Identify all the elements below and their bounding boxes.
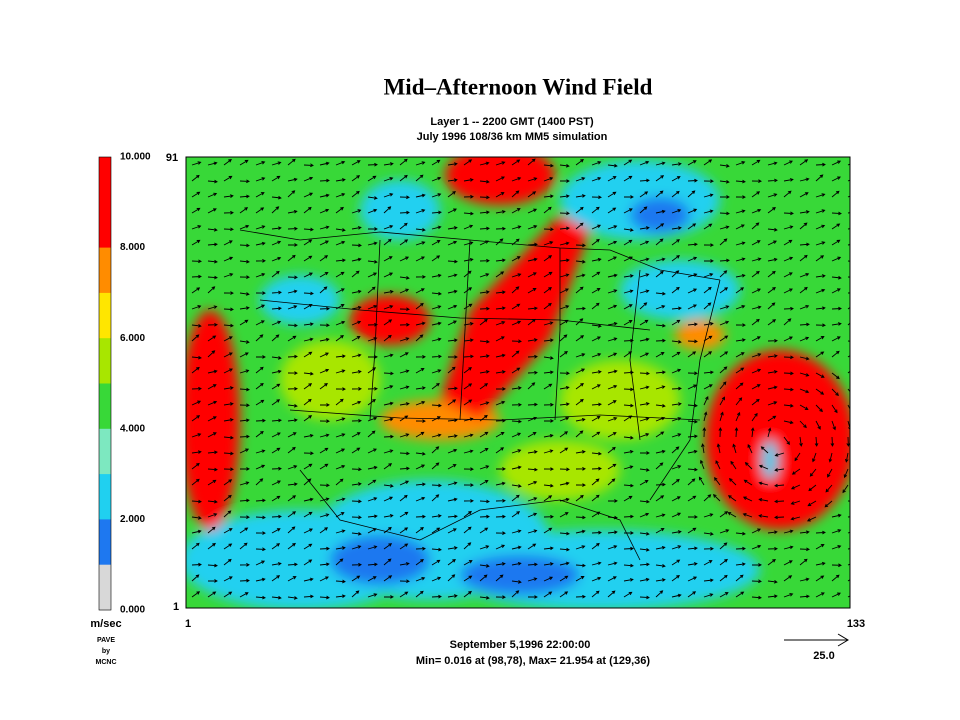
subtitle: Layer 1 -- 2200 GMT (1400 PST): [430, 116, 594, 128]
colorbar-segment: [99, 428, 111, 475]
subtitle: July 1996 108/36 km MM5 simulation: [417, 131, 608, 143]
title: Mid–Afternoon Wind Field: [384, 74, 653, 99]
credit: PAVE: [97, 637, 115, 644]
colorbar-label: 4.000: [120, 423, 145, 434]
y-axis-label: 91: [166, 152, 178, 164]
colorbar: 10.000 8.000 6.000 4.000 2.000 0.000: [98, 152, 151, 616]
reference-vector-label: 25.0: [813, 650, 834, 662]
colorbar-segment: [99, 474, 111, 520]
colorbar-label: 2.000: [120, 514, 145, 525]
y-axis-label: 1: [173, 601, 179, 613]
boundaries: [239, 229, 721, 561]
colorbar-label: 10.000: [120, 152, 151, 163]
footer: September 5,1996 22:00:00: [450, 639, 591, 651]
plot-frame: [185, 156, 851, 609]
colorbar-segment: [99, 519, 111, 566]
colorbar-segment: [99, 202, 111, 249]
wind-vectors: [191, 158, 850, 600]
colorbar-segment: [99, 292, 111, 339]
colorbar-label: 8.000: [120, 242, 145, 253]
credit: MCNC: [96, 659, 117, 666]
colorbar-label: 0.000: [120, 605, 145, 616]
colorbar-unit: m/sec: [90, 618, 121, 630]
colorbar-segment: [99, 383, 111, 430]
colorbar-segment: [99, 564, 111, 611]
colorbar-frame: [98, 156, 112, 611]
footer: Min= 0.016 at (98,78), Max= 21.954 at (1…: [416, 655, 651, 667]
credit: by: [102, 648, 110, 655]
x-axis-label: 133: [847, 618, 865, 630]
vector-arrows: [191, 158, 850, 600]
colorbar-label: 6.000: [120, 333, 145, 344]
field-blobs: [186, 157, 850, 608]
x-axis-label: 1: [185, 618, 191, 630]
wind-field: [186, 157, 850, 608]
colorbar-segment: [99, 247, 111, 294]
colorbar-segment: [99, 157, 111, 203]
colorbar-segment: [99, 338, 111, 384]
reference-vector: [784, 633, 849, 647]
